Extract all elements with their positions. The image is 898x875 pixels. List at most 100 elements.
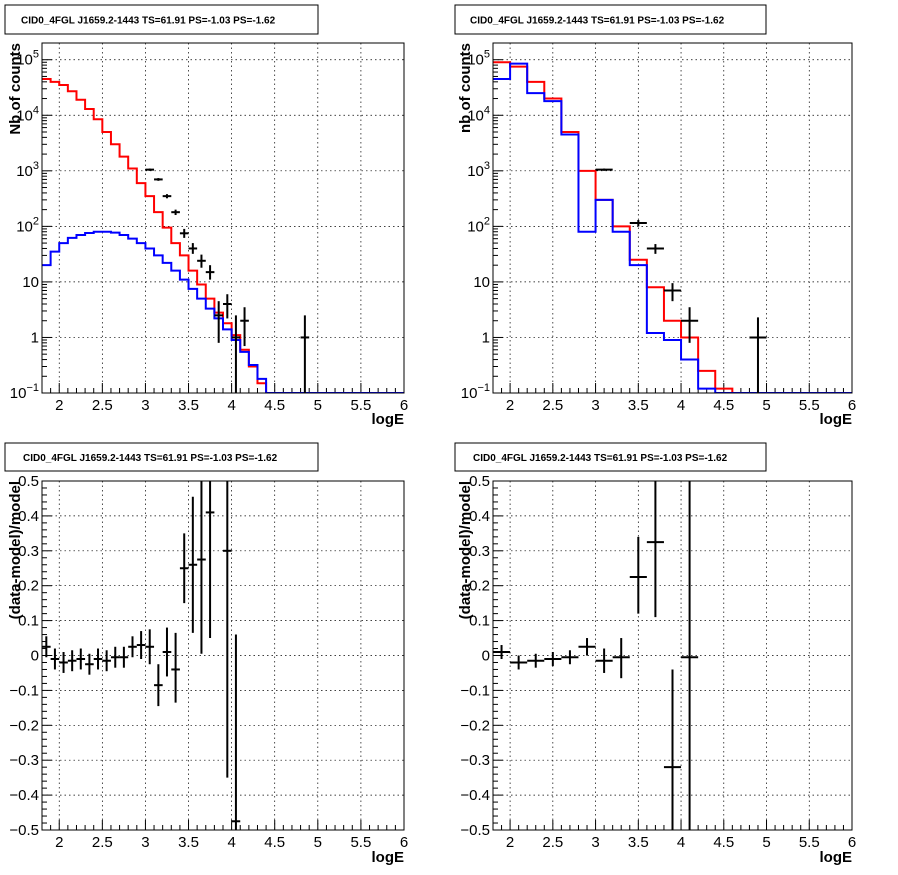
y-tick-label: 10 [22,274,39,291]
data-point [76,648,86,670]
y-tick-label: 0.2 [469,578,490,595]
data-point [102,650,111,672]
x-tick-label: 2 [55,397,63,414]
residual-plot-left: 2 2.5 3 3.5 4 4.5 5 5.5 6 0.5 0.4 0.3 0.2 0.1 0 −0.1 −0.… [4,442,408,866]
data-point [50,648,60,670]
plot-title: CID0_4FGL J1659.2-1443 TS=61.91 PS=-1.03… [21,16,276,27]
x-tick-label: 4 [677,834,685,851]
x-tick-label: 5 [314,397,322,414]
y-tick-label: 0 [482,648,490,665]
y-tick-label: 0.2 [18,578,39,595]
y-tick-label: −0.4 [460,787,490,804]
x-tick-label: 6 [400,397,408,414]
model-histogram-total [42,77,404,393]
data-point [110,646,120,668]
x-tick-label: 3.5 [628,834,649,851]
y-tick-base: 10 [16,163,33,180]
data-point [595,648,613,673]
x-tick-label: 2 [506,397,514,414]
data-point [595,168,613,171]
data-point [162,194,172,199]
y-tick-base: 10 [16,218,33,235]
y-tick-label: 1 [31,329,39,346]
y-tick-base: 10 [10,385,27,402]
data-point [629,220,647,227]
plot-title: CID0_4FGL J1659.2-1443 TS=61.91 PS=-1.03… [470,16,725,27]
data-point [59,652,68,673]
y-tick-label: −0.4 [9,787,39,804]
data-point [85,653,94,675]
model-histogram-source [493,62,852,393]
y-tick-exponent: 5 [33,49,39,61]
y-tick-label: −0.5 [460,822,490,839]
y-tick-label: 0.4 [469,508,490,525]
y-tick-label: 10−1 [10,382,39,402]
y-tick-label: 104 [16,104,39,124]
data-point [136,631,146,659]
y-tick-base: 10 [467,163,484,180]
x-tick-label: 6 [400,834,408,851]
y-tick-label: −0.1 [9,682,39,699]
data-point [162,627,172,677]
y-tick-exponent: −1 [477,382,490,394]
y-tick-label: 0 [31,648,39,665]
plot-frame [41,480,405,831]
data-point [749,317,767,393]
x-tick-label: 5.5 [799,834,820,851]
y-tick-label: 0.5 [469,473,490,490]
data-point [681,307,699,343]
x-tick-label: 2.5 [542,834,563,851]
data-point [42,636,51,658]
data-point [300,315,310,393]
data-point [179,533,189,604]
y-tick-label: 104 [467,104,490,124]
data-point [145,168,155,171]
y-tick-base: 10 [467,218,484,235]
title-box [454,4,767,35]
data-point [171,632,180,703]
x-tick-label: 2.5 [542,397,563,414]
data-point [663,283,682,302]
y-tick-label: 0.3 [18,543,39,560]
y-tick-label: −0.2 [460,717,490,734]
x-axis-label: logE [820,411,853,428]
data-point [197,481,206,654]
x-tick-label: 6 [848,397,856,414]
y-tick-label: 102 [16,215,39,235]
x-tick-label: 3 [141,397,149,414]
y-tick-label: −0.3 [9,752,39,769]
y-tick-label: 0.3 [469,543,490,560]
y-tick-base: 10 [16,107,33,124]
y-axis-label: (data-model)/model [457,481,474,619]
x-tick-label: 2 [55,834,63,851]
data-point [223,481,232,778]
data-point [231,634,241,830]
x-tick-label: 3 [591,397,599,414]
x-tick-label: 2.5 [92,397,113,414]
y-tick-exponent: 3 [484,160,490,172]
x-tick-label: 4.5 [264,397,285,414]
data-point [663,669,682,830]
x-tick-label: 5.5 [350,397,371,414]
data-point [646,244,664,254]
x-tick-label: 3.5 [628,397,649,414]
data-point [128,636,137,658]
y-tick-label: 0.1 [18,613,39,630]
x-axis-label: logE [820,849,853,866]
data-point [646,481,664,618]
plot-area [42,481,241,830]
y-tick-label: 103 [467,160,490,180]
x-tick-label: 4.5 [713,397,734,414]
residual-plot-right: 2 2.5 3 3.5 4 4.5 5 5.5 6 0.5 0.4 0.3 0.2 0.1 0 −0.1 −0.… [454,442,856,866]
y-tick-label: 105 [467,49,490,69]
x-tick-label: 4.5 [264,834,285,851]
x-tick-label: 5.5 [799,397,820,414]
y-tick-base: 10 [16,52,33,69]
y-tick-label: 105 [16,49,39,69]
data-point [197,254,206,268]
y-tick-label: −0.5 [9,822,39,839]
y-tick-exponent: 5 [484,49,490,61]
x-tick-label: 5.5 [350,834,371,851]
y-tick-label: −0.2 [9,717,39,734]
y-tick-base: 10 [461,385,478,402]
